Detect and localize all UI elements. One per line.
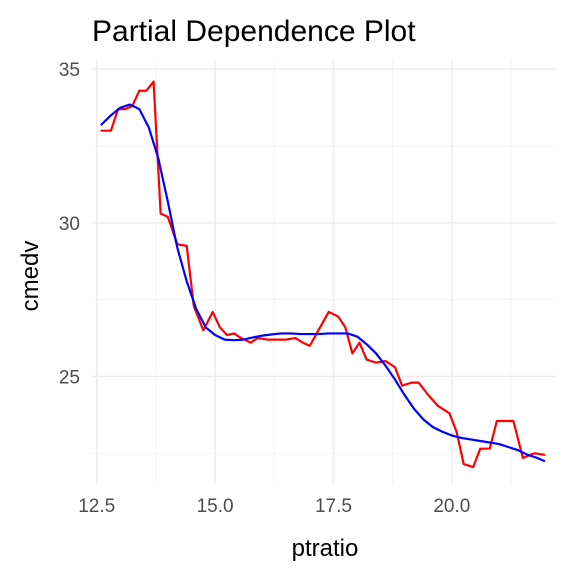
y-axis-title: cmedv (17, 241, 44, 312)
x-axis-title: ptratio (292, 535, 359, 562)
x-tick-label: 12.5 (78, 496, 115, 517)
x-tick-labels: 12.5 15.0 17.5 20.0 (78, 496, 470, 517)
x-tick-label: 15.0 (197, 496, 234, 517)
gridlines (92, 60, 556, 484)
smooth-line (100, 103, 546, 463)
y-tick-label: 25 (59, 367, 80, 388)
pdp-line (100, 80, 546, 469)
y-tick-labels: 25 30 35 (59, 60, 80, 388)
chart-title: Partial Dependence Plot (92, 15, 416, 48)
x-tick-label: 20.0 (433, 496, 470, 517)
y-tick-label: 30 (59, 214, 80, 235)
y-tick-label: 35 (59, 60, 80, 81)
x-tick-label: 17.5 (315, 496, 352, 517)
data-series (100, 80, 546, 469)
